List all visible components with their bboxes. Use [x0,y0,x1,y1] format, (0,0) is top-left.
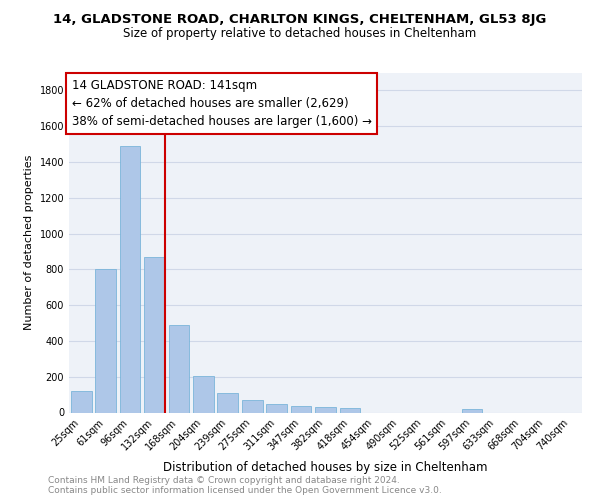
Text: Size of property relative to detached houses in Cheltenham: Size of property relative to detached ho… [124,28,476,40]
Bar [217,393,238,412]
Text: Contains HM Land Registry data © Crown copyright and database right 2024.
Contai: Contains HM Land Registry data © Crown c… [48,476,442,495]
Bar [242,400,263,412]
Y-axis label: Number of detached properties: Number of detached properties [24,155,34,330]
Bar [266,404,287,412]
Bar [290,406,311,412]
Bar [340,408,361,412]
Bar [119,146,140,412]
Bar [315,408,336,412]
Text: 14 GLADSTONE ROAD: 141sqm
← 62% of detached houses are smaller (2,629)
38% of se: 14 GLADSTONE ROAD: 141sqm ← 62% of detac… [71,80,371,128]
Bar [169,325,190,412]
Bar [71,391,92,412]
X-axis label: Distribution of detached houses by size in Cheltenham: Distribution of detached houses by size … [163,460,488,473]
Text: 14, GLADSTONE ROAD, CHARLTON KINGS, CHELTENHAM, GL53 8JG: 14, GLADSTONE ROAD, CHARLTON KINGS, CHEL… [53,12,547,26]
Bar [193,376,214,412]
Bar [461,410,482,412]
Bar [144,257,165,412]
Bar [95,270,116,412]
